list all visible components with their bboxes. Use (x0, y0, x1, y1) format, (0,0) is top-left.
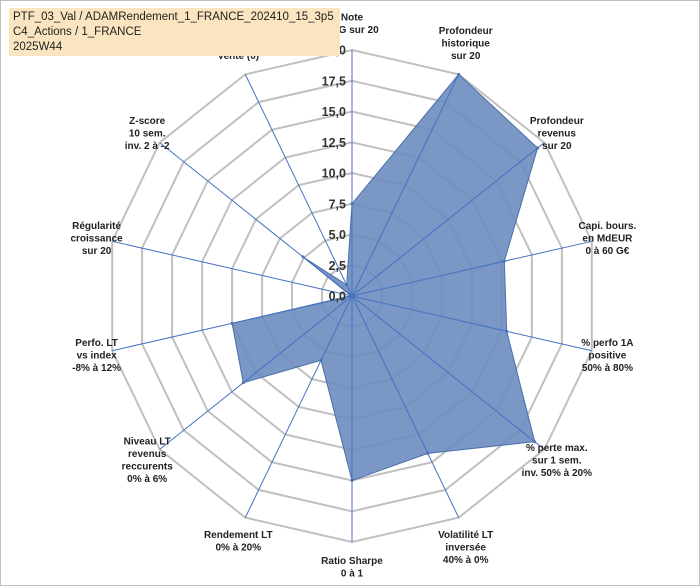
radial-tick-label-5: 12,5 (322, 136, 346, 150)
axis-label-5: % perte max. sur 1 sem. inv. 50% à 20% (522, 443, 593, 479)
spoke-6 (351, 295, 460, 518)
series-area (231, 73, 539, 482)
spoke-2 (351, 142, 545, 297)
spoke-9 (159, 295, 353, 450)
spoke-4 (351, 295, 592, 352)
axis-label-3: Capi. bours. en MdEUR 0 à 60 G€ (579, 221, 637, 257)
radial-tick-label-3: 7,5 (329, 197, 346, 211)
chart-title-box: PTF_03_Val / ADAMRendement_1_FRANCE_2024… (9, 8, 340, 56)
spoke-1 (351, 74, 460, 297)
axis-label-10: Perfo. LT vs index -8% à 12% (72, 338, 121, 374)
spoke-12 (159, 142, 353, 297)
spoke-5 (351, 295, 545, 450)
axis-label-12: Z-score 10 sem. inv. 2 à -2 (125, 116, 170, 152)
axis-label-11: Régularité croissance sur 20 (70, 221, 123, 257)
axis-label-8: Rendement LT 0% à 20% (204, 530, 273, 554)
spoke-11 (112, 240, 353, 297)
radial-tick-label-7: 17,5 (322, 74, 346, 88)
asset-class-title: C4_Actions / 1_FRANCE (13, 26, 142, 38)
radial-tick-label-2: 5,0 (329, 228, 346, 242)
radial-tick-label-1: 2,5 (329, 259, 346, 273)
axis-label-0: Note ESG sur 20 (325, 13, 379, 37)
radial-tick-labels: 0,02,55,07,510,012,515,017,520,0 (322, 44, 346, 304)
spoke-8 (244, 295, 353, 518)
axis-label-4: % perfo 1A positive 50% à 80% (581, 338, 633, 374)
portfolio-title: PTF_03_Val / ADAMRendement_1_FRANCE_2024… (13, 11, 334, 23)
axis-label-9: Niveau LT revenus reccurents 0% à 6% (122, 437, 174, 486)
axis-label-7: Ratio Sharpe 0 à 1 (321, 556, 383, 580)
spoke-10 (112, 295, 353, 352)
radial-tick-label-6: 15,0 (322, 105, 346, 119)
axis-label-2: Profondeur revenus sur 20 (530, 116, 584, 152)
spoke-13 (244, 74, 353, 297)
week-label: 2025W44 (13, 41, 63, 53)
axis-label-1: Profondeur historique sur 20 (439, 26, 493, 62)
radar-series (230, 72, 540, 482)
radial-tick-label-4: 10,0 (322, 167, 346, 181)
radar-spokes (112, 50, 592, 542)
axis-label-6: Volatilité LT inversée 40% à 0% (438, 530, 493, 566)
spoke-3 (351, 240, 592, 297)
radial-tick-label-0: 0,0 (329, 290, 346, 304)
